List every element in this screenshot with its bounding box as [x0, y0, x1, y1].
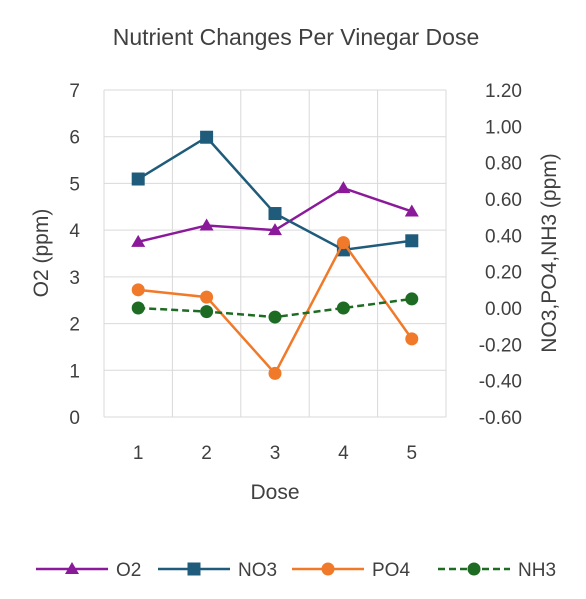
y2-tick-label: -0.40 [479, 372, 522, 393]
y2-tick-label: 0.60 [485, 190, 522, 211]
y-tick-label: 6 [69, 128, 80, 149]
legend-label: O2 [116, 560, 141, 581]
y2-tick-label: -0.20 [479, 335, 522, 356]
point-o2 [336, 181, 351, 194]
point-no3 [405, 234, 419, 248]
x-tick-label: 4 [338, 443, 349, 464]
point-nh3 [268, 310, 282, 324]
series-layer [131, 130, 419, 380]
point-po4 [268, 366, 282, 380]
y-tick-label: 1 [69, 361, 80, 382]
point-po4 [336, 236, 350, 250]
x-axis-label: Dose [250, 481, 299, 504]
y-tick-label: 0 [69, 408, 80, 429]
x-tick-label: 1 [133, 443, 144, 464]
point-nh3 [131, 301, 145, 315]
y-tick-label: 5 [69, 174, 80, 195]
y-tick-label: 3 [69, 268, 80, 289]
legend-marker [65, 562, 79, 574]
series-nh3 [131, 292, 419, 324]
y-axis-ticks: 0 1 2 3 4 5 6 7 [69, 81, 80, 429]
y2-axis-ticks: -0.60 -0.40 -0.20 0.00 0.20 0.40 0.60 0.80 1.00 1… [479, 81, 522, 429]
point-nh3 [336, 301, 350, 315]
legend-label: PO4 [372, 560, 410, 581]
point-po4 [131, 283, 145, 297]
x-tick-label: 5 [407, 443, 418, 464]
point-o2 [404, 204, 419, 217]
point-nh3 [200, 305, 214, 319]
legend-label: NH3 [518, 560, 556, 581]
point-nh3 [405, 292, 419, 306]
legend-label: NO3 [238, 560, 277, 581]
point-po4 [405, 332, 419, 346]
point-po4 [200, 290, 214, 304]
y2-tick-label: 0.20 [485, 263, 522, 284]
x-tick-label: 2 [201, 443, 212, 464]
x-tick-label: 3 [270, 443, 281, 464]
legend-marker [187, 562, 201, 576]
series-o2 [131, 181, 419, 247]
legend-item-no3: NO3 [158, 560, 277, 581]
point-no3 [268, 207, 282, 221]
legend-item-o2: O2 [36, 560, 141, 581]
point-no3 [200, 130, 214, 144]
point-no3 [131, 172, 145, 186]
point-o2 [268, 223, 282, 236]
legend: O2 NO3 PO4 NH3 [36, 560, 556, 581]
series-line-po4 [138, 240, 413, 376]
series-no3 [131, 130, 419, 257]
legend-item-nh3: NH3 [438, 560, 556, 581]
y2-tick-label: 0.40 [485, 226, 522, 247]
y2-tick-label: 1.00 [485, 117, 522, 138]
x-axis-ticks: 1 2 3 4 5 [133, 443, 417, 464]
chart-title: Nutrient Changes Per Vinegar Dose [113, 24, 480, 50]
legend-marker [321, 562, 335, 576]
y2-tick-label: -0.60 [479, 408, 522, 429]
legend-marker [467, 562, 481, 576]
series-po4 [131, 236, 419, 380]
y2-tick-label: 0.00 [485, 299, 522, 320]
y2-tick-label: 0.80 [485, 154, 522, 175]
y-axis-label: O2 (ppm) [30, 209, 53, 298]
y-tick-label: 2 [69, 315, 80, 336]
y-tick-label: 7 [69, 81, 80, 102]
legend-item-po4: PO4 [292, 560, 410, 581]
y2-axis-label: NO3,PO4,NH3 (ppm) [538, 153, 561, 353]
y2-tick-label: 1.20 [485, 81, 522, 102]
point-o2 [199, 218, 214, 231]
y-tick-label: 4 [69, 221, 80, 242]
point-o2 [131, 234, 146, 247]
